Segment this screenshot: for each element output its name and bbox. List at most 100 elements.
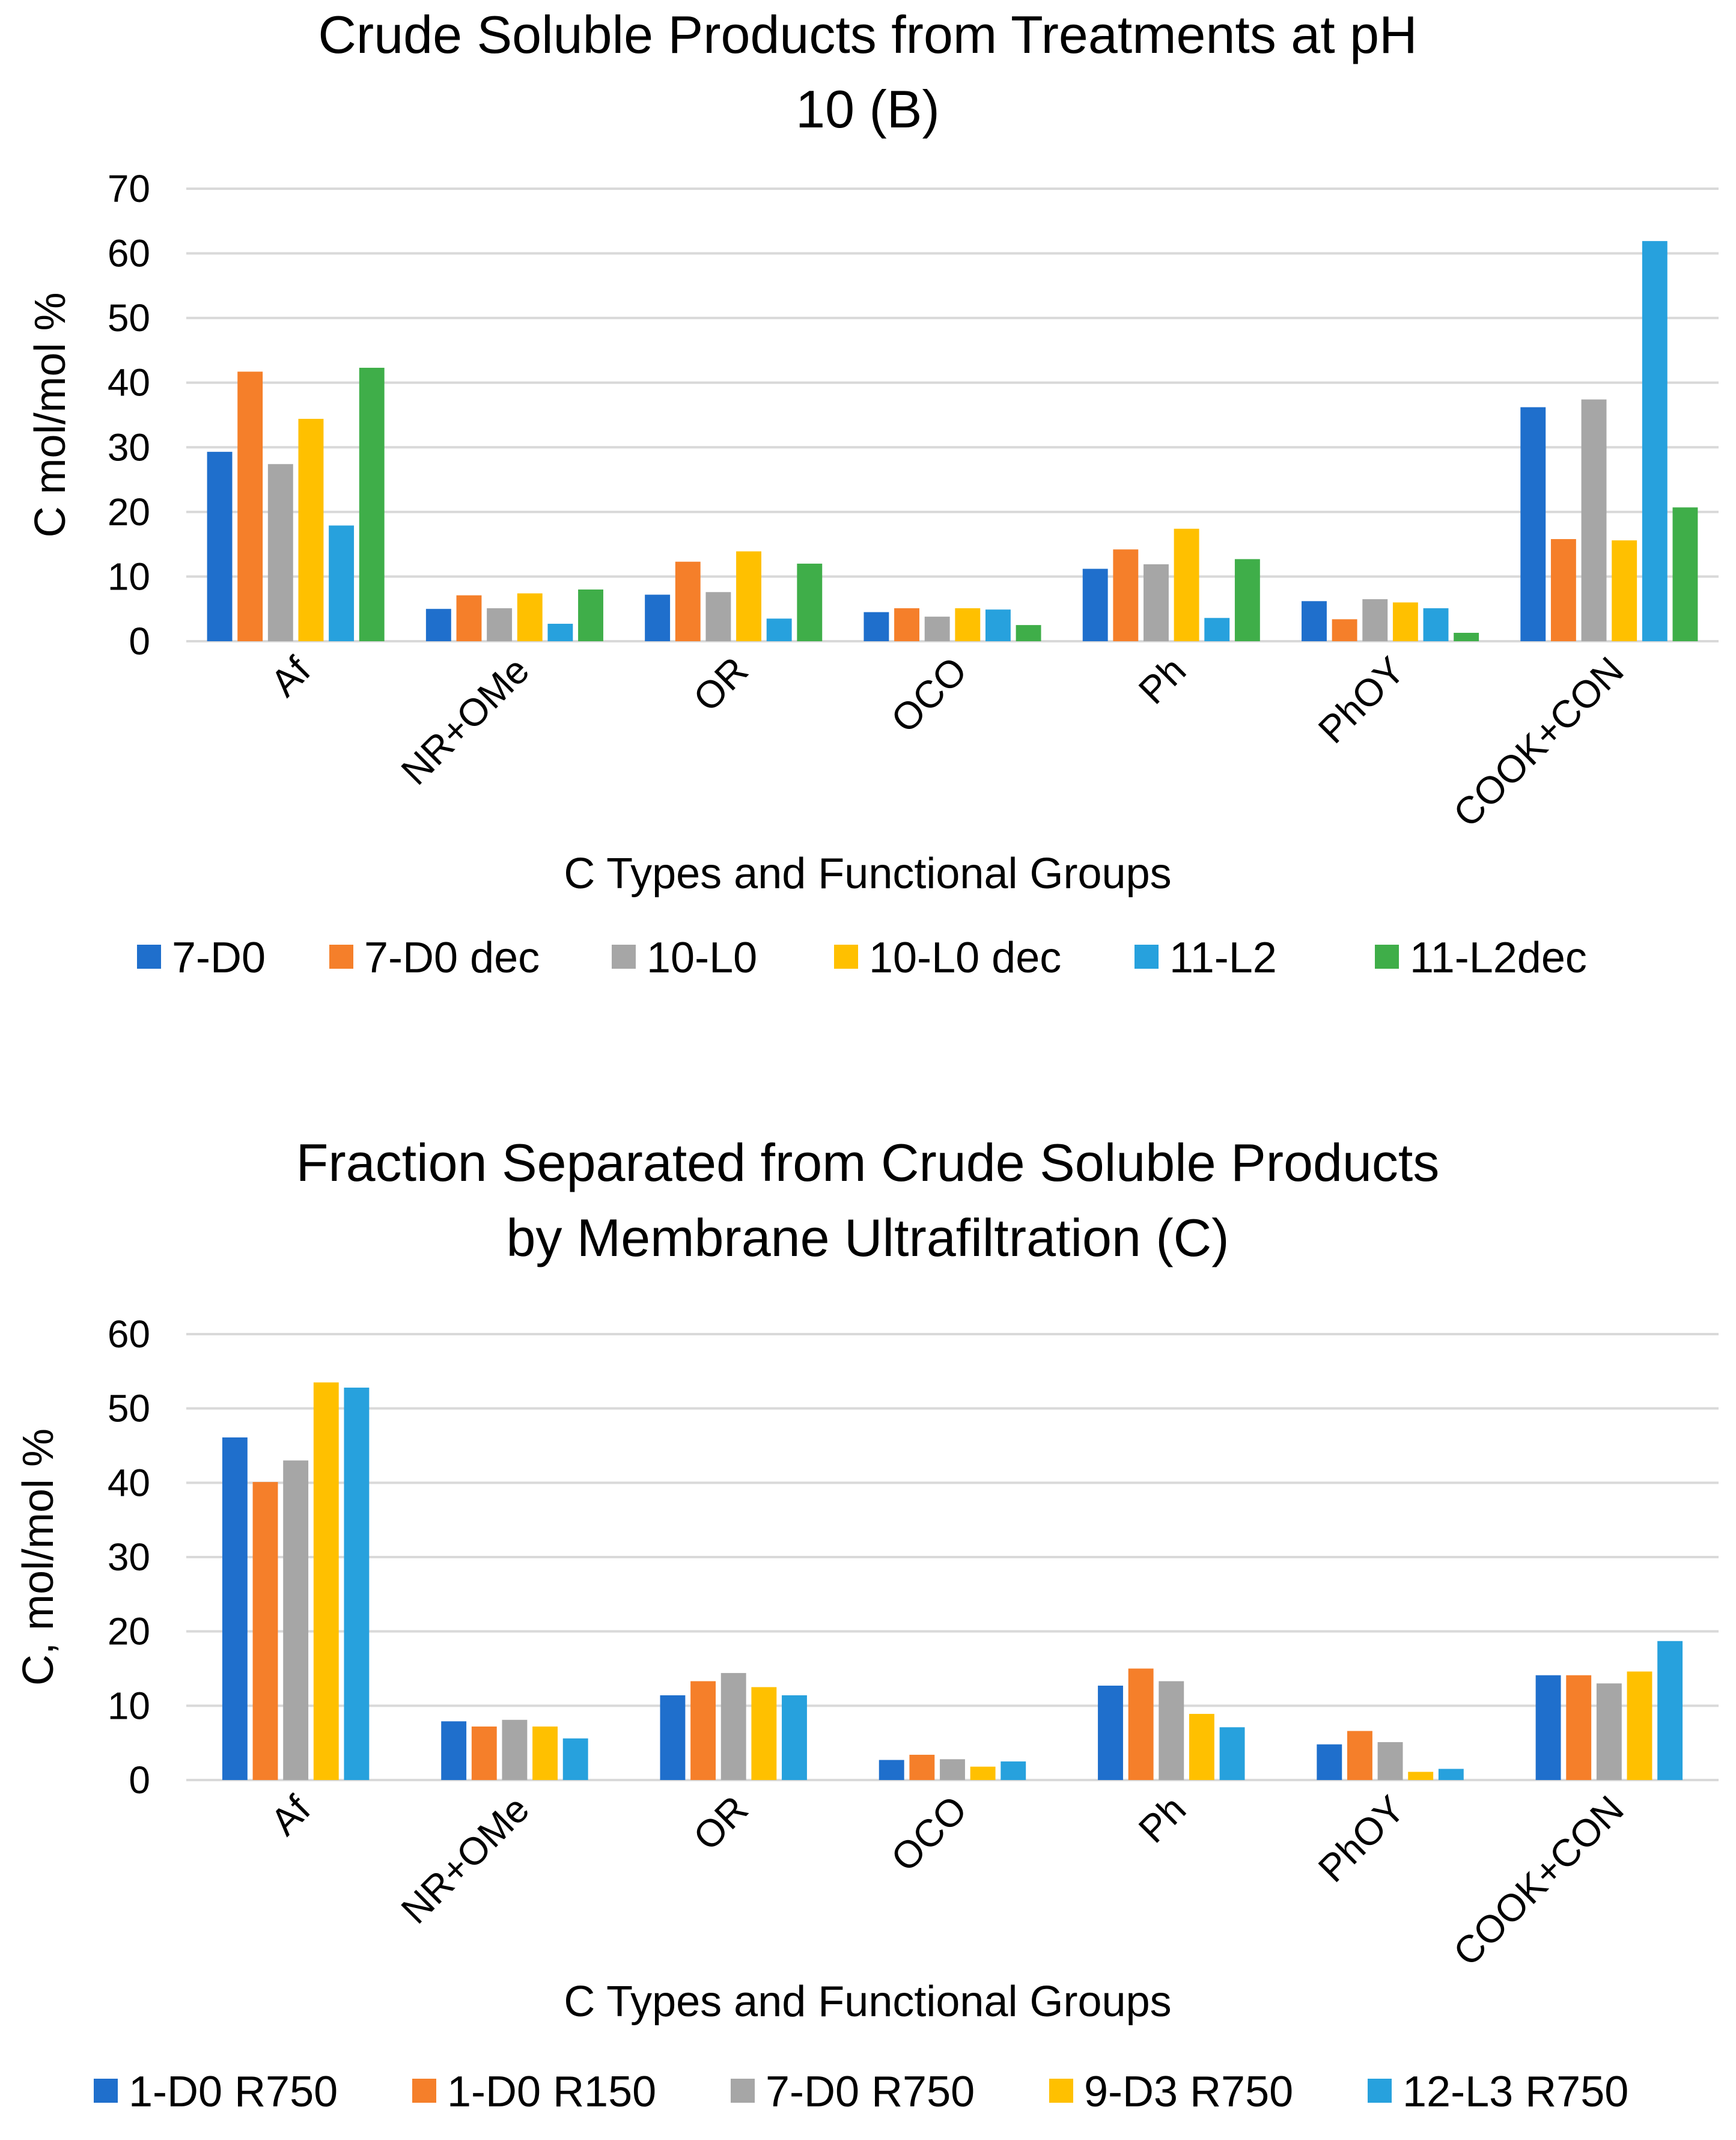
y-tick-label: 0 xyxy=(129,620,150,663)
legend-swatch xyxy=(1134,945,1159,969)
bar-nr-ome-s3 xyxy=(532,1726,558,1780)
bar-or-s2 xyxy=(720,1672,746,1780)
bar-or-s2 xyxy=(705,592,731,641)
bar-nr-ome-s1 xyxy=(471,1726,497,1780)
x-tick-label: OCO xyxy=(883,1787,975,1880)
bar-phoy-s2 xyxy=(1377,1742,1403,1780)
bar-oco-s1 xyxy=(894,608,919,641)
bar-nr-ome-s2 xyxy=(502,1719,528,1780)
bar-phoy-s3 xyxy=(1408,1772,1434,1780)
bar-oco-s3 xyxy=(970,1766,996,1780)
bar-phoy-s1 xyxy=(1347,1731,1372,1780)
x-tick-label: Af xyxy=(262,648,318,705)
y-tick-label: 50 xyxy=(108,296,150,340)
bar-oco-s4 xyxy=(1000,1761,1026,1780)
bar-ph-s1 xyxy=(1128,1668,1154,1780)
legend-label: 11-L2dec xyxy=(1410,934,1587,982)
bar-nr-ome-s1 xyxy=(456,595,482,641)
bar-phoy-s0 xyxy=(1317,1744,1342,1780)
y-tick-label: 30 xyxy=(108,425,150,469)
bar-ph-s2 xyxy=(1144,564,1169,641)
bar-phoy-s3 xyxy=(1392,602,1418,641)
y-axis-title: C, mol/mol % xyxy=(14,1428,62,1686)
legend-label: 7-D0 R750 xyxy=(766,2068,975,2116)
x-tick-label: PhOY xyxy=(1310,1787,1413,1891)
legend-label: 1-D0 R150 xyxy=(447,2068,656,2116)
bar-nr-ome-s5 xyxy=(578,589,603,641)
bar-oco-s2 xyxy=(924,617,950,641)
bar-af-s2 xyxy=(267,464,293,641)
legend-swatch xyxy=(94,2079,118,2103)
bar-ph-s1 xyxy=(1113,549,1139,641)
x-tick-label: Ph xyxy=(1130,648,1194,712)
y-tick-label: 20 xyxy=(108,490,150,534)
x-tick-label: COOK+CON xyxy=(1445,1787,1632,1974)
y-tick-label: 10 xyxy=(108,555,150,598)
bar-af-s2 xyxy=(283,1460,309,1780)
bar-cook-con-s1 xyxy=(1566,1675,1592,1780)
bar-or-s3 xyxy=(736,551,761,641)
y-tick-label: 40 xyxy=(108,1461,150,1504)
bar-af-s0 xyxy=(207,451,233,641)
bar-or-s0 xyxy=(645,594,671,641)
bar-ph-s0 xyxy=(1098,1685,1123,1780)
bar-cook-con-s4 xyxy=(1642,241,1667,642)
bar-nr-ome-s2 xyxy=(487,608,513,641)
y-tick-label: 20 xyxy=(108,1610,150,1653)
bar-ph-s4 xyxy=(1204,618,1230,641)
bar-af-s4 xyxy=(329,525,355,641)
chart-title-line: Crude Soluble Products from Treatments a… xyxy=(318,5,1417,64)
bar-phoy-s4 xyxy=(1423,608,1449,641)
legend-swatch xyxy=(834,945,858,969)
y-tick-label: 50 xyxy=(108,1387,150,1430)
legend-label: 9-D3 R750 xyxy=(1084,2068,1293,2116)
bar-phoy-s5 xyxy=(1454,633,1479,641)
x-tick-label: OR xyxy=(685,648,757,720)
bar-phoy-s4 xyxy=(1438,1769,1464,1780)
chart-c: 0 10 20 30 40 50 60 Af NR+OMe OR OCO Ph PhOY COOK+CO… xyxy=(14,1133,1719,2116)
bar-nr-ome-s4 xyxy=(547,623,573,641)
x-tick-label: COOK+CON xyxy=(1445,648,1632,835)
bar-nr-ome-s3 xyxy=(517,593,543,641)
bar-af-s3 xyxy=(298,418,324,641)
bar-nr-ome-s4 xyxy=(562,1738,588,1780)
legend-label: 10-L0 xyxy=(647,934,757,982)
legend-label: 7-D0 xyxy=(172,934,266,982)
bar-oco-s3 xyxy=(955,608,981,641)
chart-title-line: by Membrane Ultrafiltration (C) xyxy=(507,1208,1229,1267)
chart-title-line: Fraction Separated from Crude Soluble Pr… xyxy=(296,1133,1440,1192)
chart-title-line: 10 (B) xyxy=(796,79,940,139)
bar-cook-con-s0 xyxy=(1535,1675,1561,1780)
legend-label: 7-D0 dec xyxy=(364,934,540,982)
legend-swatch xyxy=(412,2079,436,2103)
bar-or-s4 xyxy=(766,618,792,641)
bar-or-s3 xyxy=(751,1687,777,1780)
bar-or-s0 xyxy=(660,1695,686,1780)
legend-swatch xyxy=(137,945,161,969)
bar-oco-s0 xyxy=(879,1760,904,1780)
bar-cook-con-s1 xyxy=(1550,539,1576,641)
bar-or-s1 xyxy=(675,561,701,641)
x-axis-title: C Types and Functional Groups xyxy=(564,1978,1171,2026)
bar-phoy-s1 xyxy=(1332,619,1357,641)
y-tick-label: 60 xyxy=(108,232,150,275)
legend-swatch xyxy=(329,945,353,969)
bar-cook-con-s3 xyxy=(1612,540,1637,641)
bar-cook-con-s0 xyxy=(1520,407,1546,641)
bar-af-s1 xyxy=(252,1482,278,1780)
x-axis-title: C Types and Functional Groups xyxy=(564,850,1171,898)
bar-ph-s3 xyxy=(1174,528,1199,641)
bar-oco-s4 xyxy=(985,609,1011,641)
chart-b: 0 10 20 30 40 50 60 70 Af NR+OMe OR OCO Ph PhOY COOK+… xyxy=(26,5,1719,982)
bar-ph-s4 xyxy=(1219,1727,1245,1780)
y-tick-label: 10 xyxy=(108,1684,150,1727)
y-tick-label: 70 xyxy=(108,167,150,210)
bar-or-s5 xyxy=(797,563,823,641)
bar-af-s3 xyxy=(313,1382,339,1780)
x-tick-label: PhOY xyxy=(1310,648,1413,752)
bar-oco-s0 xyxy=(863,612,889,641)
bar-ph-s2 xyxy=(1159,1681,1184,1780)
bar-cook-con-s2 xyxy=(1581,399,1607,641)
y-axis-title: C mol/mol % xyxy=(26,292,75,537)
legend-swatch xyxy=(1375,945,1399,969)
